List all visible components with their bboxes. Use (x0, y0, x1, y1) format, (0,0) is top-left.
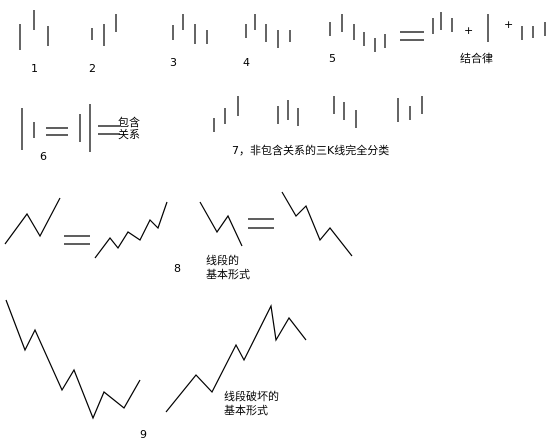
bar-group-3 (172, 14, 208, 44)
segment-up-left (4, 197, 61, 245)
segment-figure-8 (4, 191, 353, 259)
up-segment-break (165, 304, 307, 413)
segment-break-figure-9 (5, 299, 307, 420)
bar-group-1 (19, 10, 49, 50)
caption-9-line2: 基本形式 (224, 404, 268, 417)
caption-8-line1: 线段的 (206, 254, 239, 267)
label-9: 9 (140, 428, 147, 441)
label-2: 2 (89, 62, 96, 75)
segment-down-left (199, 201, 243, 247)
bar-group-5 (329, 14, 386, 52)
caption-8-line2: 基本形式 (206, 268, 250, 281)
bar-group-2 (91, 14, 117, 46)
bar-group-4 (245, 14, 291, 48)
label-6: 6 (40, 150, 47, 163)
label-3: 3 (170, 56, 177, 69)
equals-sign-5 (400, 31, 424, 41)
label-4: 4 (243, 56, 250, 69)
label-baohan-line2: 关系 (118, 128, 140, 141)
plus-sign-b: + (504, 18, 514, 31)
inclusion-figure-6 (21, 104, 120, 152)
plus-sign-a: + (464, 24, 474, 37)
label-8: 8 (174, 262, 181, 275)
label-1: 1 (31, 62, 38, 75)
down-segment-break (5, 299, 141, 420)
segment-up-right (94, 201, 168, 259)
label-baohan-line1: 包含 (118, 116, 140, 129)
label-combination-law: 结合律 (460, 52, 493, 65)
combination-bars (432, 12, 546, 42)
label-5: 5 (329, 52, 336, 65)
caption-7: 7，非包含关系的三K线完全分类 (232, 144, 390, 157)
caption-9-line1: 线段破坏的 (224, 390, 279, 403)
segment-down-right (281, 191, 353, 257)
three-kline-classification-7 (213, 96, 423, 132)
